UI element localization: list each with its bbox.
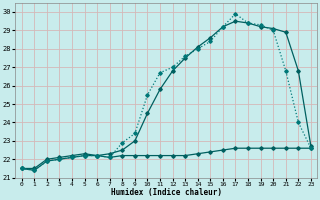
X-axis label: Humidex (Indice chaleur): Humidex (Indice chaleur) [111, 188, 222, 197]
